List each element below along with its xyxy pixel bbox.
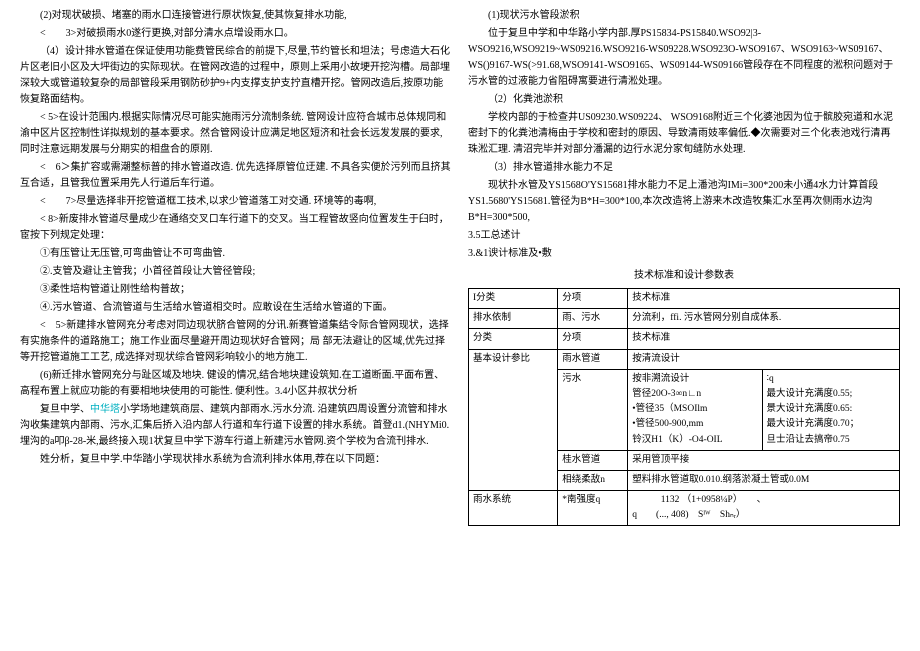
table-cell: 雨水管道: [558, 349, 628, 369]
circled-4: ④.污水管道、合流管道与生活给水管道相交时。应敢设在生活给水管道的下面。: [20, 300, 452, 316]
table-cell: 基本设计参比: [469, 349, 558, 491]
para-3: < 3>对破损雨水0遂行更换,对部分清水点增设雨水口。: [20, 26, 452, 42]
r-para-7: 3.5工总述计: [468, 228, 900, 244]
r-para-2: 位于复旦中学和中华路小学内部.厚PS15834-PS15840.WSO92|3-…: [468, 26, 900, 90]
para-11-cyan: 中华塔: [90, 404, 120, 415]
para-10: (6)新迁排水管网充分与趾区域及地块. 健设的情况,结合地块建设筑知.在工道断面…: [20, 368, 452, 400]
table-cell: 按清流设计: [628, 349, 900, 369]
r-para-3: （2）化粪池淤积: [468, 92, 900, 108]
circled-1: ①有压管让无压管,可弯曲管让不可弯曲管.: [20, 246, 452, 262]
table-cell: 塑料排水管道取0.010.纲落淤凝土管或0.0M: [628, 470, 900, 490]
table-cell: 雨水系统: [469, 491, 558, 526]
table-cell: 污水: [558, 369, 628, 450]
table-cell: 1132 （1+0958¼P） 、 q (..., 408) Sᴵᵂ Shₙᵣ）: [628, 491, 900, 526]
table-cell: I分类: [469, 289, 558, 309]
table-cell: 技术标准: [628, 289, 900, 309]
table-cell: ∶q 最大设计充满度0.55; 景大设计充满度0.65: 最大设计充满度0.70…: [762, 369, 899, 450]
para-12: 姓分析，复旦中学.中华踏小学现状排水系统为合流利排水体用,荐在以下同题：: [20, 452, 452, 468]
para-6: < 6＞集扩容或需潮整标普的排水管道改造. 优先选择原管位迂建. 不具各实便於污…: [20, 160, 452, 192]
r-para-5: （3）排水管道排水能力不足: [468, 160, 900, 176]
circled-3: ③柔性培构管道让刚性给构普故；: [20, 282, 452, 298]
table-cell: 技术标准: [628, 329, 900, 349]
table-cell: 采用管顶平接: [628, 450, 900, 470]
table-cell: 分项: [558, 289, 628, 309]
para-5: < 5>在设计范围内.根据实际情况尽可能实施雨污分流制条统. 管网设计应符合城市…: [20, 110, 452, 158]
table-cell: 分类: [469, 329, 558, 349]
circled-2: ②.支管及避让主管我；小首径首段让大管径管段;: [20, 264, 452, 280]
para-11-a: 复旦中学、: [40, 404, 90, 415]
table-cell: 雨、污水: [558, 309, 628, 329]
para-4: （4）设计排水管道在保证使用功能费管民综合的前提下,尽量,节约管长和坦法；号虑造…: [20, 44, 452, 108]
standards-table: I分类分项技术标准排水依制雨、污水分流利，ffi. 污水管网分别自成体系.分类分…: [468, 288, 900, 526]
table-cell: 分流利，ffi. 污水管网分别自成体系.: [628, 309, 900, 329]
table-cell: *南强度q: [558, 491, 628, 526]
para-11: 复旦中学、中华塔小学场地建筑商层、建筑内部雨水.污水分流. 沿建筑四周设置分流管…: [20, 402, 452, 450]
para-8: < 8>新废排水管道尽量成少在通络交叉口车行道下的交叉。当工程管故竖向位置发生于…: [20, 212, 452, 244]
para-9: < 5>新建排水管网充分考虑对同边现状脐合管网的分讯.新赛管道集结令际合管网现状…: [20, 318, 452, 366]
para-7: < 7>尽量选择非开挖管道框工技术,以求少管道落工对交通. 环境等的毒啊,: [20, 194, 452, 210]
r-para-8: 3.&1谀计标准及•敷: [468, 246, 900, 262]
table-title: 技术标准和设计参数表: [468, 268, 900, 284]
table-cell: 桂水管道: [558, 450, 628, 470]
table-cell: 分项: [558, 329, 628, 349]
r-para-1: (1)现状污水管段淤积: [468, 8, 900, 24]
table-cell: 排水依制: [469, 309, 558, 329]
table-cell: 按非溯流设计 管径20O-3∞n∟n •管径35（MSOIlm •管径500-9…: [628, 369, 762, 450]
table-cell: 相绕柔敌n: [558, 470, 628, 490]
para-2: (2)对现状破损、堵塞的雨水口连接管进行原状恢复,使其恢复排水功能,: [20, 8, 452, 24]
r-para-4: 学校内部的于检查井US09230.WS09224、 WSO9168附近三个化婆池…: [468, 110, 900, 158]
r-para-6: 现状扑水管及YS1568O'YS15681排水能力不足上潘池沟IMi=300*2…: [468, 178, 900, 226]
